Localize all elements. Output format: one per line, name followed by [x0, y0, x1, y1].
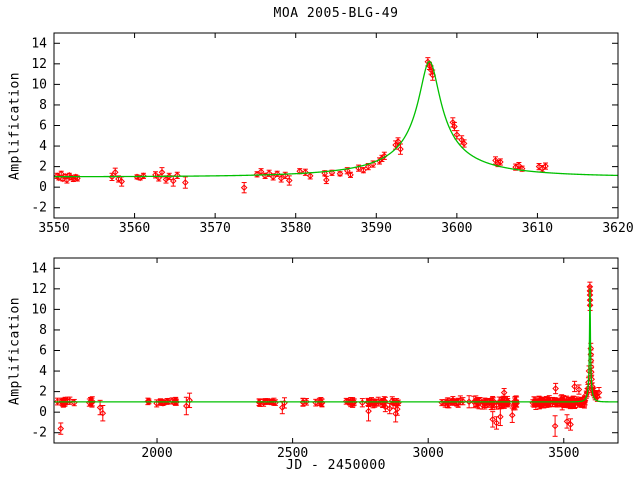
data-point [538, 165, 546, 173]
y-tick-label: 8 [39, 323, 47, 338]
y-tick-label: 8 [39, 98, 47, 113]
tick-labels: 3550 3560 3570 3580 3590 3600 3610 3620 -2 0 2 4 6 8 1… [31, 36, 633, 236]
data-point [171, 397, 179, 406]
data-point [571, 380, 578, 393]
x-tick-label: 3000 [413, 446, 444, 461]
x-tick-label: 2000 [141, 446, 172, 461]
x-tick-label: 3500 [548, 446, 579, 461]
data-point [542, 162, 549, 170]
y-tick-label: 12 [31, 282, 47, 297]
data-point [240, 182, 248, 194]
chart-title: MOA 2005-BLG-49 [273, 6, 399, 21]
data-point [393, 402, 401, 416]
y-tick-label: 6 [39, 119, 47, 134]
data-point [173, 171, 181, 179]
bottom-y-axis-label: Amplification [7, 296, 23, 406]
model-curve [54, 60, 618, 178]
data-point [497, 158, 504, 166]
data-point [575, 384, 583, 395]
data-points [54, 57, 549, 194]
data-point [302, 168, 309, 176]
y-tick-label: 10 [31, 77, 47, 92]
axes-frame [53, 32, 619, 219]
x-tick-label: 2500 [277, 446, 308, 461]
data-point [359, 398, 366, 408]
data-point [386, 402, 393, 415]
data-point [99, 404, 107, 422]
y-tick-label: 12 [31, 57, 47, 72]
panel-event-detail-top: 3550 3560 3570 3580 3590 3600 3610 3620 -2 0 2 4 6 8 1… [31, 32, 634, 236]
axes-frame [53, 257, 619, 444]
data-point [66, 396, 74, 405]
axis-ticks [54, 258, 618, 443]
data-point [347, 171, 354, 179]
data-point [500, 388, 508, 398]
data-point [87, 397, 95, 407]
data-point [182, 176, 189, 189]
y-tick-label: 2 [39, 160, 47, 175]
y-tick-label: 6 [39, 344, 47, 359]
model-curve [54, 289, 618, 403]
data-point [381, 151, 388, 160]
x-tick-label: 3590 [361, 221, 392, 236]
x-axis-label: JD - 2450000 [286, 458, 386, 473]
data-point [273, 170, 281, 178]
y-tick-label: -2 [31, 201, 47, 216]
data-point [323, 175, 330, 185]
data-point [460, 139, 468, 148]
data-point [57, 422, 65, 435]
data-point [563, 414, 571, 429]
y-tick-label: 14 [31, 36, 47, 51]
data-point [336, 170, 344, 178]
data-point [508, 407, 516, 423]
data-point [503, 400, 511, 408]
x-tick-label: 3600 [441, 221, 472, 236]
x-tick-label: 3580 [280, 221, 311, 236]
tick-labels: 2000 2500 3000 3500 -2 0 2 4 6 8 10 12 14 [31, 261, 579, 461]
data-point [186, 392, 193, 409]
data-point [595, 387, 603, 399]
y-tick-label: -2 [31, 426, 47, 441]
data-point [552, 382, 559, 395]
data-point [544, 399, 551, 407]
y-tick-label: 14 [31, 261, 47, 276]
y-tick-label: 4 [39, 364, 47, 379]
x-tick-label: 3570 [199, 221, 230, 236]
data-point [497, 407, 504, 427]
data-point [306, 172, 314, 180]
y-tick-label: 4 [39, 139, 47, 154]
top-y-axis-label: Amplification [7, 71, 23, 181]
data-point [285, 175, 293, 186]
x-tick-label: 3620 [602, 221, 633, 236]
data-point [360, 166, 367, 174]
panel-full-baseline-bottom: 2000 2500 3000 3500 -2 0 2 4 6 8 10 12 14 [31, 257, 619, 461]
data-point [551, 415, 559, 437]
x-tick-label: 3550 [38, 221, 69, 236]
data-point [535, 163, 543, 171]
data-point [351, 398, 358, 406]
data-point [183, 396, 190, 416]
y-tick-label: 2 [39, 385, 47, 400]
y-tick-label: 0 [39, 180, 47, 195]
data-point [453, 130, 461, 140]
data-points [54, 281, 603, 437]
data-point [489, 411, 497, 428]
x-tick-label: 3610 [522, 221, 553, 236]
axis-ticks [53, 33, 619, 218]
y-tick-label: 10 [31, 302, 47, 317]
data-point [567, 418, 574, 431]
data-point [388, 396, 396, 406]
x-tick-label: 3560 [119, 221, 150, 236]
y-tick-label: 0 [39, 405, 47, 420]
